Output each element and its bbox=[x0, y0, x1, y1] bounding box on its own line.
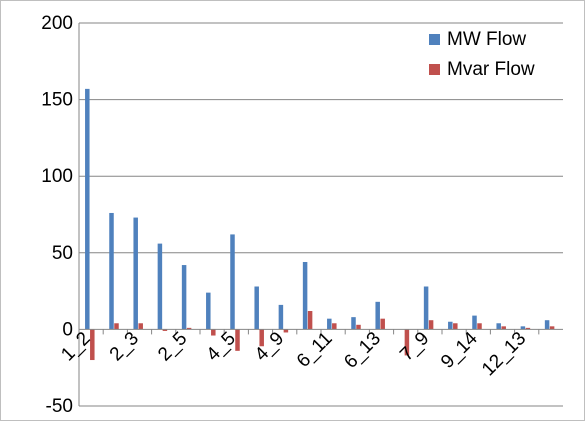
y-tick-label: 0 bbox=[62, 319, 73, 340]
bar-mvar-flow bbox=[525, 327, 531, 330]
bar-mw-flow bbox=[109, 212, 114, 330]
bar-mvar-flow bbox=[477, 323, 482, 330]
x-tick-label: 2_3 bbox=[106, 328, 143, 365]
y-tick-label: 150 bbox=[41, 90, 73, 111]
bar-mw-flow bbox=[496, 323, 501, 330]
bar-mvar-flow bbox=[549, 326, 555, 330]
bar-mvar-flow bbox=[90, 329, 95, 361]
y-tick-label: 200 bbox=[41, 13, 73, 34]
bar-series-group bbox=[85, 88, 555, 361]
x-tick-label: 12_13 bbox=[478, 328, 530, 380]
x-tick-label: 9_14 bbox=[437, 328, 482, 373]
bar-mvar-flow bbox=[283, 329, 289, 333]
legend-swatch bbox=[429, 64, 440, 75]
bar-mw-flow bbox=[206, 292, 211, 330]
legend-label: Mvar Flow bbox=[447, 59, 535, 80]
bar-mvar-flow bbox=[332, 323, 337, 330]
legend: MW Flow Mvar Flow bbox=[429, 29, 535, 80]
bar-mvar-flow bbox=[138, 323, 143, 330]
bar-mvar-flow bbox=[380, 318, 385, 330]
bar-mvar-flow bbox=[235, 329, 240, 351]
y-tick-label: -50 bbox=[46, 396, 73, 417]
legend-label: MW Flow bbox=[447, 29, 526, 50]
x-tick-label: 7_9 bbox=[396, 328, 433, 365]
bar-mw-flow bbox=[472, 315, 477, 330]
x-tick-label: 6_13 bbox=[340, 328, 385, 373]
bar-mvar-flow bbox=[428, 320, 434, 330]
legend-swatch bbox=[429, 34, 440, 45]
bar-mvar-flow bbox=[501, 326, 506, 330]
bar-mw-flow bbox=[254, 286, 259, 330]
x-tick-label: 6_11 bbox=[293, 328, 337, 372]
bar-mw-flow bbox=[230, 234, 235, 330]
bar-mw-flow bbox=[375, 301, 380, 330]
x-tick-label: 4_9 bbox=[251, 328, 288, 365]
bar-mvar-flow bbox=[186, 327, 192, 330]
bar-mw-flow bbox=[351, 317, 356, 330]
bar-mw-flow bbox=[157, 243, 163, 330]
bar-mvar-flow bbox=[453, 323, 458, 330]
bar-mvar-flow bbox=[114, 323, 119, 330]
y-tick-label: 50 bbox=[52, 243, 73, 264]
bar-mvar-flow bbox=[307, 311, 313, 330]
bar-mvar-flow bbox=[162, 329, 168, 331]
bar-mw-flow bbox=[520, 326, 526, 330]
y-axis-tick-labels: -50 0 50 100 150 200 bbox=[41, 13, 73, 417]
bar-mw-flow bbox=[133, 217, 138, 330]
bar-mw-flow bbox=[448, 321, 453, 330]
bar-mvar-flow bbox=[356, 324, 361, 330]
bar-mw-flow bbox=[544, 320, 550, 330]
bar-mw-flow bbox=[85, 88, 90, 330]
bar-mw-flow bbox=[423, 286, 429, 330]
x-tick-label: 4_5 bbox=[203, 328, 240, 365]
bar-mw-flow bbox=[327, 318, 332, 330]
bar-mw-flow bbox=[181, 265, 187, 330]
bar-mvar-flow bbox=[211, 329, 216, 336]
bar-mvar-flow bbox=[404, 329, 410, 356]
bar-mw-flow bbox=[302, 261, 308, 330]
y-tick-label: 100 bbox=[41, 166, 73, 187]
bar-mw-flow bbox=[278, 304, 284, 330]
bar-mvar-flow bbox=[259, 329, 264, 347]
x-tick-label: 2_5 bbox=[154, 328, 191, 365]
